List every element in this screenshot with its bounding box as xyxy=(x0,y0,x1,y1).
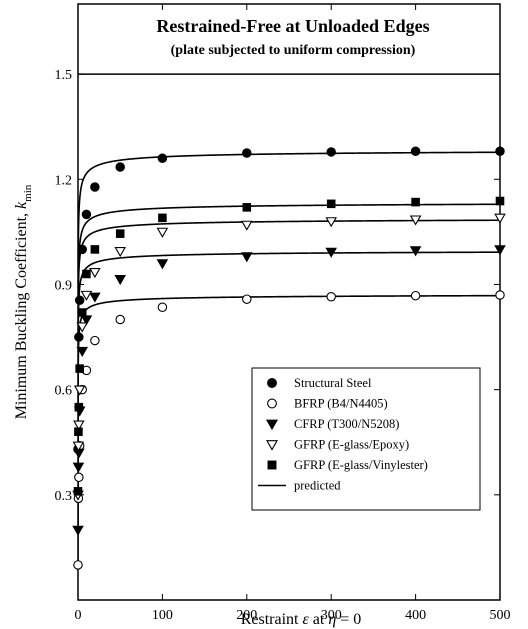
data-point xyxy=(115,314,125,325)
data-point xyxy=(326,291,336,302)
y-tick-label: 1.2 xyxy=(55,173,73,188)
data-point xyxy=(495,290,505,300)
data-point xyxy=(157,302,168,313)
legend-entry: GFRP (E-glass/Vinylester) xyxy=(294,458,428,472)
data-point xyxy=(325,217,337,228)
data-point xyxy=(494,213,506,224)
x-tick-label: 100 xyxy=(152,608,173,623)
data-points xyxy=(72,146,506,570)
x-axis-label-epsilon: ε xyxy=(302,611,309,628)
data-point xyxy=(72,462,85,473)
data-point xyxy=(409,215,422,226)
y-tick-label: 0.6 xyxy=(55,384,73,399)
data-point xyxy=(156,227,169,238)
data-point xyxy=(411,197,420,207)
legend-entry: BFRP (B4/N4405) xyxy=(294,397,388,411)
data-point xyxy=(89,292,101,303)
y-axis-label: Minimum Buckling Coefficient, kmin xyxy=(13,184,34,419)
data-point xyxy=(73,560,83,570)
legend-box xyxy=(251,367,481,511)
x-axis-label-eta: η xyxy=(328,611,336,628)
data-point xyxy=(90,182,100,192)
data-point xyxy=(114,246,126,258)
data-point xyxy=(114,275,126,286)
data-point xyxy=(73,487,83,496)
x-axis-label: Restraint ε at η = 0 xyxy=(241,611,362,628)
data-point xyxy=(76,346,88,358)
data-point xyxy=(82,269,91,279)
data-point xyxy=(156,259,169,270)
y-tick-label: 0.3 xyxy=(55,489,73,504)
data-point xyxy=(326,147,336,157)
data-point xyxy=(73,385,86,396)
x-tick-label: 500 xyxy=(490,608,511,623)
data-point xyxy=(325,247,337,258)
data-point xyxy=(75,364,84,373)
data-point xyxy=(326,199,336,209)
legend-entry-predicted: predicted xyxy=(294,479,341,493)
data-point xyxy=(77,244,87,255)
data-point xyxy=(241,252,253,263)
data-point xyxy=(115,162,125,172)
data-point xyxy=(158,213,167,223)
chart-title: Restrained-Free at Unloaded Edges xyxy=(156,16,429,36)
axis-ticks: 0 100 200 300 400 500 0.3 0.6 0.9 1.2 1.5 xyxy=(55,4,511,623)
x-tick-label: 200 xyxy=(236,608,257,623)
data-point xyxy=(495,146,505,156)
legend-marker xyxy=(265,419,279,431)
data-point xyxy=(77,308,87,317)
predicted-curve xyxy=(78,203,500,495)
data-point xyxy=(494,245,506,256)
data-point xyxy=(242,294,252,304)
data-point xyxy=(409,246,422,257)
data-point xyxy=(81,209,92,220)
plot-frame xyxy=(77,3,501,601)
data-point xyxy=(242,203,252,212)
y-tick-label: 1.5 xyxy=(55,68,73,83)
predicted-curve xyxy=(78,251,500,530)
legend-entry: Structural Steel xyxy=(294,376,372,390)
x-tick-label: 0 xyxy=(75,608,82,623)
data-point xyxy=(90,245,100,254)
legend-marker xyxy=(267,398,277,409)
data-point xyxy=(76,322,88,333)
data-point xyxy=(74,472,84,483)
y-axis-label-main: Minimum Buckling Coefficient, xyxy=(13,209,30,419)
data-point xyxy=(74,332,84,342)
y-axis-label-sub: min xyxy=(22,184,34,202)
x-axis-label-mid: at xyxy=(309,611,329,628)
data-point xyxy=(495,196,505,206)
data-point xyxy=(410,146,421,156)
data-point xyxy=(74,427,83,436)
x-tick-label: 400 xyxy=(405,608,426,623)
y-tick-label: 0.9 xyxy=(55,278,73,293)
legend: Structural Steel BFRP (B4/N4405) CFRP (T30… xyxy=(251,367,481,511)
data-point xyxy=(157,153,168,164)
legend-entry: GFRP (E-glass/Epoxy) xyxy=(294,438,409,452)
predicted-curve xyxy=(78,219,500,495)
x-axis-label-pre: Restraint xyxy=(241,611,303,628)
data-point xyxy=(89,268,101,279)
x-tick-label: 300 xyxy=(321,608,342,623)
legend-entry: CFRP (T300/N5208) xyxy=(294,417,399,431)
data-point xyxy=(74,295,85,305)
data-point xyxy=(241,220,253,231)
data-point xyxy=(410,290,421,301)
legend-marker xyxy=(267,460,277,470)
data-point xyxy=(72,525,84,536)
data-point xyxy=(74,402,84,412)
x-axis-label-post: = 0 xyxy=(336,611,361,628)
data-point xyxy=(115,229,125,238)
predicted-curve xyxy=(78,151,500,451)
data-point xyxy=(242,148,252,158)
data-point xyxy=(73,420,85,431)
data-point xyxy=(90,335,100,346)
legend-marker xyxy=(267,378,277,388)
chart-subtitle: (plate subjected to uniform compression) xyxy=(171,43,416,58)
data-point xyxy=(72,441,85,452)
y-axis-label-k: k xyxy=(13,201,30,209)
legend-marker xyxy=(265,440,279,451)
data-point xyxy=(80,290,93,301)
